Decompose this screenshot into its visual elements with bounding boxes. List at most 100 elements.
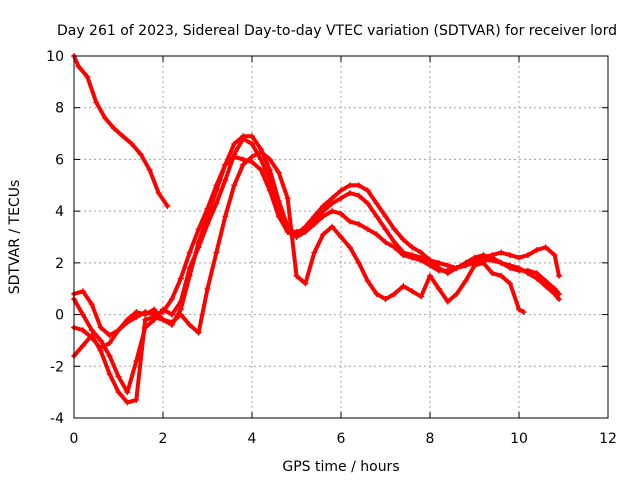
data-point	[88, 332, 95, 339]
data-point	[480, 254, 487, 261]
series-track-5	[71, 148, 527, 406]
data-point	[320, 231, 327, 238]
data-point	[373, 213, 380, 220]
data-point	[444, 262, 451, 269]
y-tick-label: -2	[50, 359, 64, 375]
y-tick-label: 0	[55, 308, 64, 324]
data-point	[142, 316, 149, 323]
data-point	[391, 239, 398, 246]
data-point	[435, 267, 442, 274]
data-point	[115, 373, 122, 380]
data-point	[249, 159, 255, 166]
tick-layer: 0 2 4 6 8 10 12 -4 -2 0 2 4 6 8 10	[46, 49, 617, 447]
data-point	[249, 153, 255, 160]
data-point	[346, 218, 353, 225]
data-point	[338, 210, 344, 217]
data-point	[462, 277, 469, 284]
data-point	[329, 200, 336, 207]
data-point	[364, 200, 371, 207]
data-point	[444, 298, 451, 305]
x-tick-label: 10	[510, 431, 528, 447]
data-point	[320, 208, 327, 215]
data-point	[119, 133, 126, 140]
data-point	[329, 208, 336, 215]
data-point	[346, 182, 353, 189]
data-point	[507, 280, 514, 287]
data-point	[462, 262, 469, 269]
chart-title: Day 261 of 2023, Sidereal Day-to-day VTE…	[57, 23, 617, 39]
data-point	[124, 389, 131, 396]
data-point	[231, 140, 238, 147]
grid-layer	[74, 56, 608, 418]
data-point	[133, 314, 140, 321]
data-point	[480, 259, 487, 266]
series-line	[72, 54, 170, 208]
data-point	[329, 195, 336, 202]
data-point	[137, 151, 144, 158]
data-point	[222, 161, 229, 168]
data-point	[382, 296, 389, 303]
data-point	[240, 135, 247, 142]
data-point	[533, 270, 540, 277]
data-point	[338, 234, 344, 240]
data-point	[231, 182, 238, 189]
data-point	[373, 200, 380, 207]
data-point	[516, 306, 522, 313]
data-point	[524, 252, 531, 259]
data-point	[84, 73, 91, 80]
data-point	[302, 280, 309, 287]
data-point	[164, 202, 171, 209]
data-point	[311, 218, 318, 225]
data-point	[133, 358, 140, 365]
data-point	[453, 290, 460, 297]
data-point	[93, 99, 100, 106]
data-point	[79, 311, 86, 318]
data-point	[471, 262, 478, 269]
data-point	[213, 200, 220, 207]
data-point	[124, 319, 131, 326]
data-point	[275, 169, 282, 176]
data-point	[507, 252, 514, 259]
data-point	[556, 296, 563, 303]
data-point	[275, 208, 282, 215]
data-point	[453, 265, 460, 272]
data-point	[106, 371, 113, 378]
data-point	[498, 272, 505, 279]
data-point	[409, 288, 416, 295]
data-point	[355, 192, 362, 199]
data-point	[266, 166, 273, 173]
data-point	[489, 270, 496, 277]
data-point	[556, 272, 563, 279]
data-point	[346, 244, 353, 251]
data-point	[160, 316, 166, 323]
plot-frame	[73, 55, 609, 419]
data-point	[88, 301, 95, 308]
data-point	[524, 267, 531, 274]
data-point	[266, 177, 273, 184]
data-point	[542, 244, 549, 251]
data-point	[204, 205, 211, 212]
data-point	[542, 283, 549, 290]
data-point	[111, 125, 118, 132]
data-point	[293, 228, 300, 235]
data-point	[391, 226, 398, 233]
data-point	[355, 221, 362, 228]
y-tick-label: 10	[46, 49, 64, 65]
data-point	[240, 161, 247, 168]
data-point	[115, 327, 122, 334]
data-point	[338, 187, 344, 194]
data-point	[79, 327, 86, 334]
data-point	[418, 254, 425, 261]
data-point	[79, 342, 86, 349]
data-point	[400, 283, 407, 290]
data-point	[124, 399, 131, 406]
x-tick-label: 4	[248, 431, 257, 447]
data-point	[551, 252, 558, 259]
data-point	[177, 306, 184, 313]
data-point	[556, 290, 563, 297]
data-point	[400, 249, 407, 256]
data-point	[204, 221, 211, 228]
data-point	[355, 259, 362, 266]
